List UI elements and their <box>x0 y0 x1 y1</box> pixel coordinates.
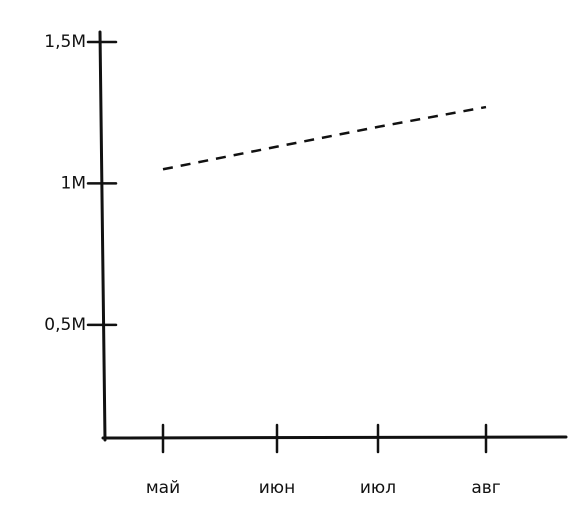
x-tick-label: июл <box>360 478 396 498</box>
y-axis <box>98 30 107 442</box>
y-tick-label: 1M <box>61 173 86 193</box>
x-tick-label: июн <box>259 478 295 498</box>
x-tick-label: май <box>146 478 180 498</box>
y-tick-label: 0,5M <box>44 315 86 335</box>
x-axis <box>101 435 568 440</box>
line-series <box>162 105 487 171</box>
x-tick-label: авг <box>471 478 500 498</box>
y-tick-label: 1,5M <box>44 32 86 52</box>
